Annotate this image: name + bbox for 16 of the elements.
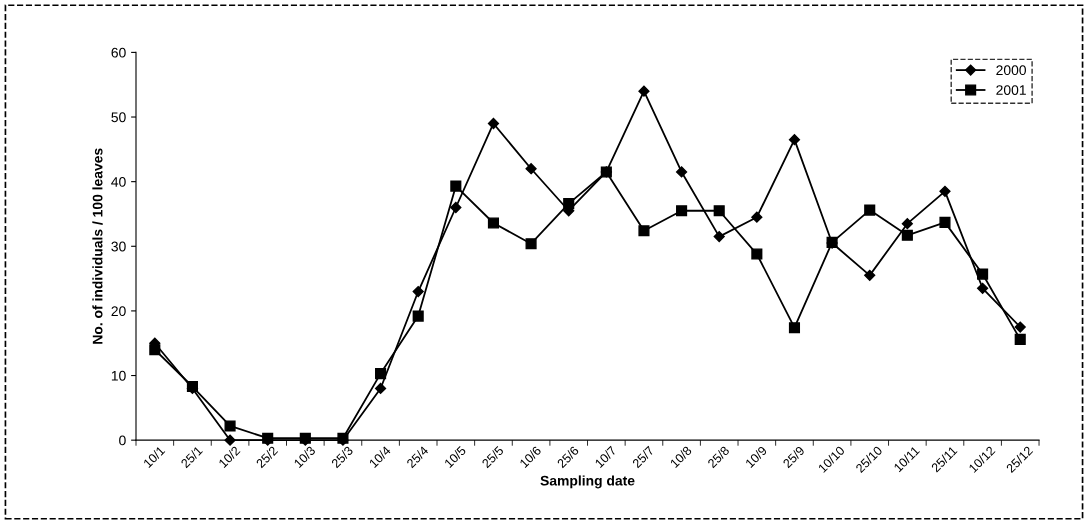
y-tick-label: 40	[111, 176, 126, 187]
x-axis-title: Sampling date	[540, 475, 635, 489]
y-tick-label: 0	[119, 435, 126, 446]
y-tick-label: 10	[111, 370, 126, 381]
y-tick-label: 20	[111, 306, 126, 317]
x-tick-label: 25/9	[782, 445, 806, 469]
y-tick-label: 60	[111, 47, 126, 58]
legend-label: 2000	[996, 65, 1026, 76]
y-axis-title: No. of individuals / 100 leaves	[92, 148, 103, 344]
x-tick-label: 10/9	[744, 445, 768, 469]
y-tick-label: 50	[111, 112, 126, 123]
legend-label: 2001	[996, 85, 1026, 95]
x-tick-label: 25/3	[330, 445, 354, 469]
x-tick-label: 25/1	[180, 445, 203, 469]
x-tick-label: 10/1	[142, 445, 166, 469]
y-tick-label: 30	[111, 241, 126, 252]
